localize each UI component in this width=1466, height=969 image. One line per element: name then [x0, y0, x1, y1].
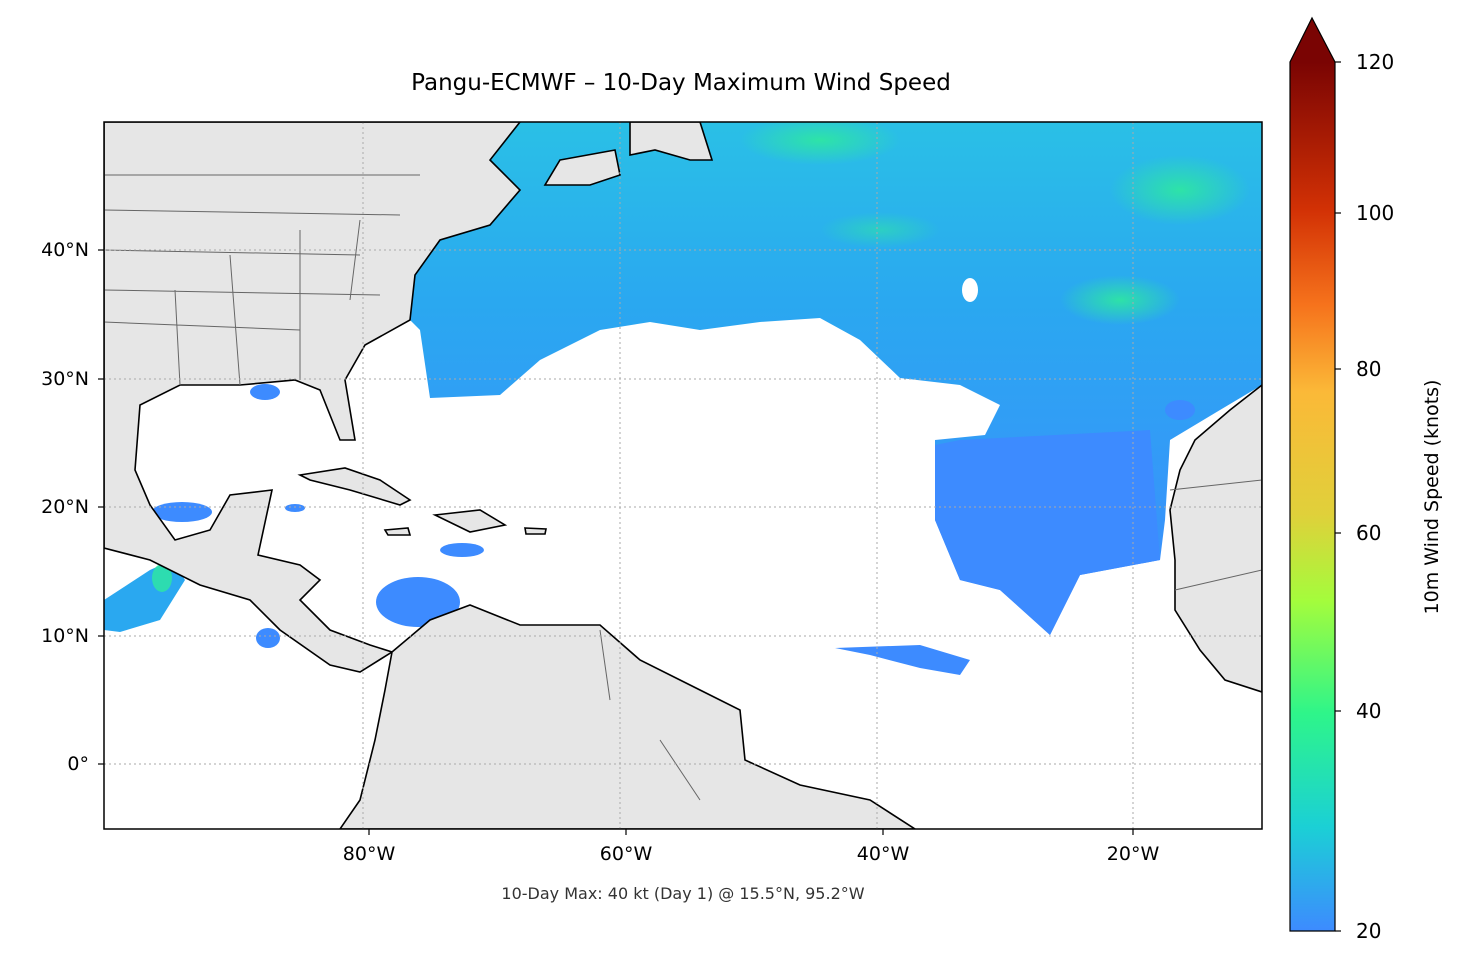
gridlines [104, 122, 1262, 829]
colorbar-tick-label: 40 [1356, 699, 1382, 723]
y-tick-label: 10°N [41, 625, 89, 647]
colorbar-tick-label: 120 [1356, 50, 1395, 74]
north-central-america [104, 122, 522, 673]
labrador [629, 122, 714, 161]
map-frame [103, 121, 1263, 830]
cuba [297, 467, 412, 506]
south-america [339, 604, 917, 829]
colorbar-tick-label: 100 [1356, 201, 1395, 225]
x-tick-label: 60°W [599, 843, 653, 865]
wind-blob [376, 577, 460, 627]
newfoundland [543, 149, 621, 186]
y-tick-label: 20°N [41, 496, 89, 518]
africa [1169, 383, 1262, 693]
colorbar-tick-label: 20 [1356, 919, 1382, 943]
x-tick-label: 40°W [856, 843, 910, 865]
y-tick-label: 40°N [41, 239, 89, 261]
x-tick-label: 20°W [1106, 843, 1160, 865]
colorbar-tick-label: 80 [1356, 357, 1382, 381]
puerto-rico [524, 527, 547, 535]
y-tick-label: 30°N [41, 368, 89, 390]
x-tick-label: 80°W [342, 843, 396, 865]
land [104, 122, 1262, 829]
y-tick-label: 0° [67, 753, 89, 775]
colorbar-label: 10m Wind Speed (knots) [1421, 379, 1443, 615]
colorbar-tick-label: 60 [1356, 521, 1382, 545]
colorbar [1289, 16, 1341, 932]
hispaniola [432, 509, 508, 533]
chart-title: Pangu-ECMWF – 10-Day Maximum Wind Speed [411, 70, 951, 96]
jamaica [383, 527, 412, 536]
subtitle-annotation: 10-Day Max: 40 kt (Day 1) @ 15.5°N, 95.2… [501, 884, 865, 903]
